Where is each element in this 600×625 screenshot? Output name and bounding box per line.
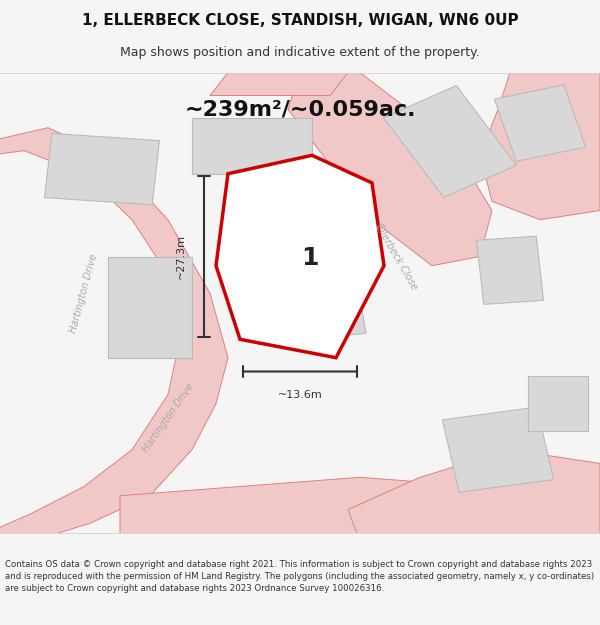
Text: ~27.3m: ~27.3m — [176, 234, 186, 279]
Text: Hartington Drive: Hartington Drive — [140, 381, 196, 454]
Bar — [108, 256, 192, 358]
Polygon shape — [210, 72, 348, 96]
Polygon shape — [0, 127, 228, 542]
Text: ~239m²/~0.059ac.: ~239m²/~0.059ac. — [184, 99, 416, 119]
Text: Contains OS data © Crown copyright and database right 2021. This information is : Contains OS data © Crown copyright and d… — [5, 560, 595, 593]
Bar — [476, 236, 544, 304]
Polygon shape — [348, 450, 600, 542]
Bar — [192, 119, 312, 174]
Bar — [44, 133, 160, 205]
Bar — [383, 86, 517, 198]
Bar — [246, 260, 366, 345]
Text: Hartington Drive: Hartington Drive — [68, 253, 100, 334]
Text: 1, ELLERBECK CLOSE, STANDISH, WIGAN, WN6 0UP: 1, ELLERBECK CLOSE, STANDISH, WIGAN, WN6… — [82, 12, 518, 28]
Polygon shape — [120, 478, 480, 542]
Text: Ellerbeck Close: Ellerbeck Close — [373, 222, 419, 291]
Bar — [528, 376, 588, 431]
Polygon shape — [480, 72, 600, 220]
Text: 1: 1 — [302, 246, 319, 270]
Text: Map shows position and indicative extent of the property.: Map shows position and indicative extent… — [120, 46, 480, 59]
Bar — [442, 407, 554, 492]
Bar — [494, 85, 586, 161]
Polygon shape — [288, 72, 492, 266]
Text: ~13.6m: ~13.6m — [278, 390, 322, 400]
Polygon shape — [216, 155, 384, 358]
